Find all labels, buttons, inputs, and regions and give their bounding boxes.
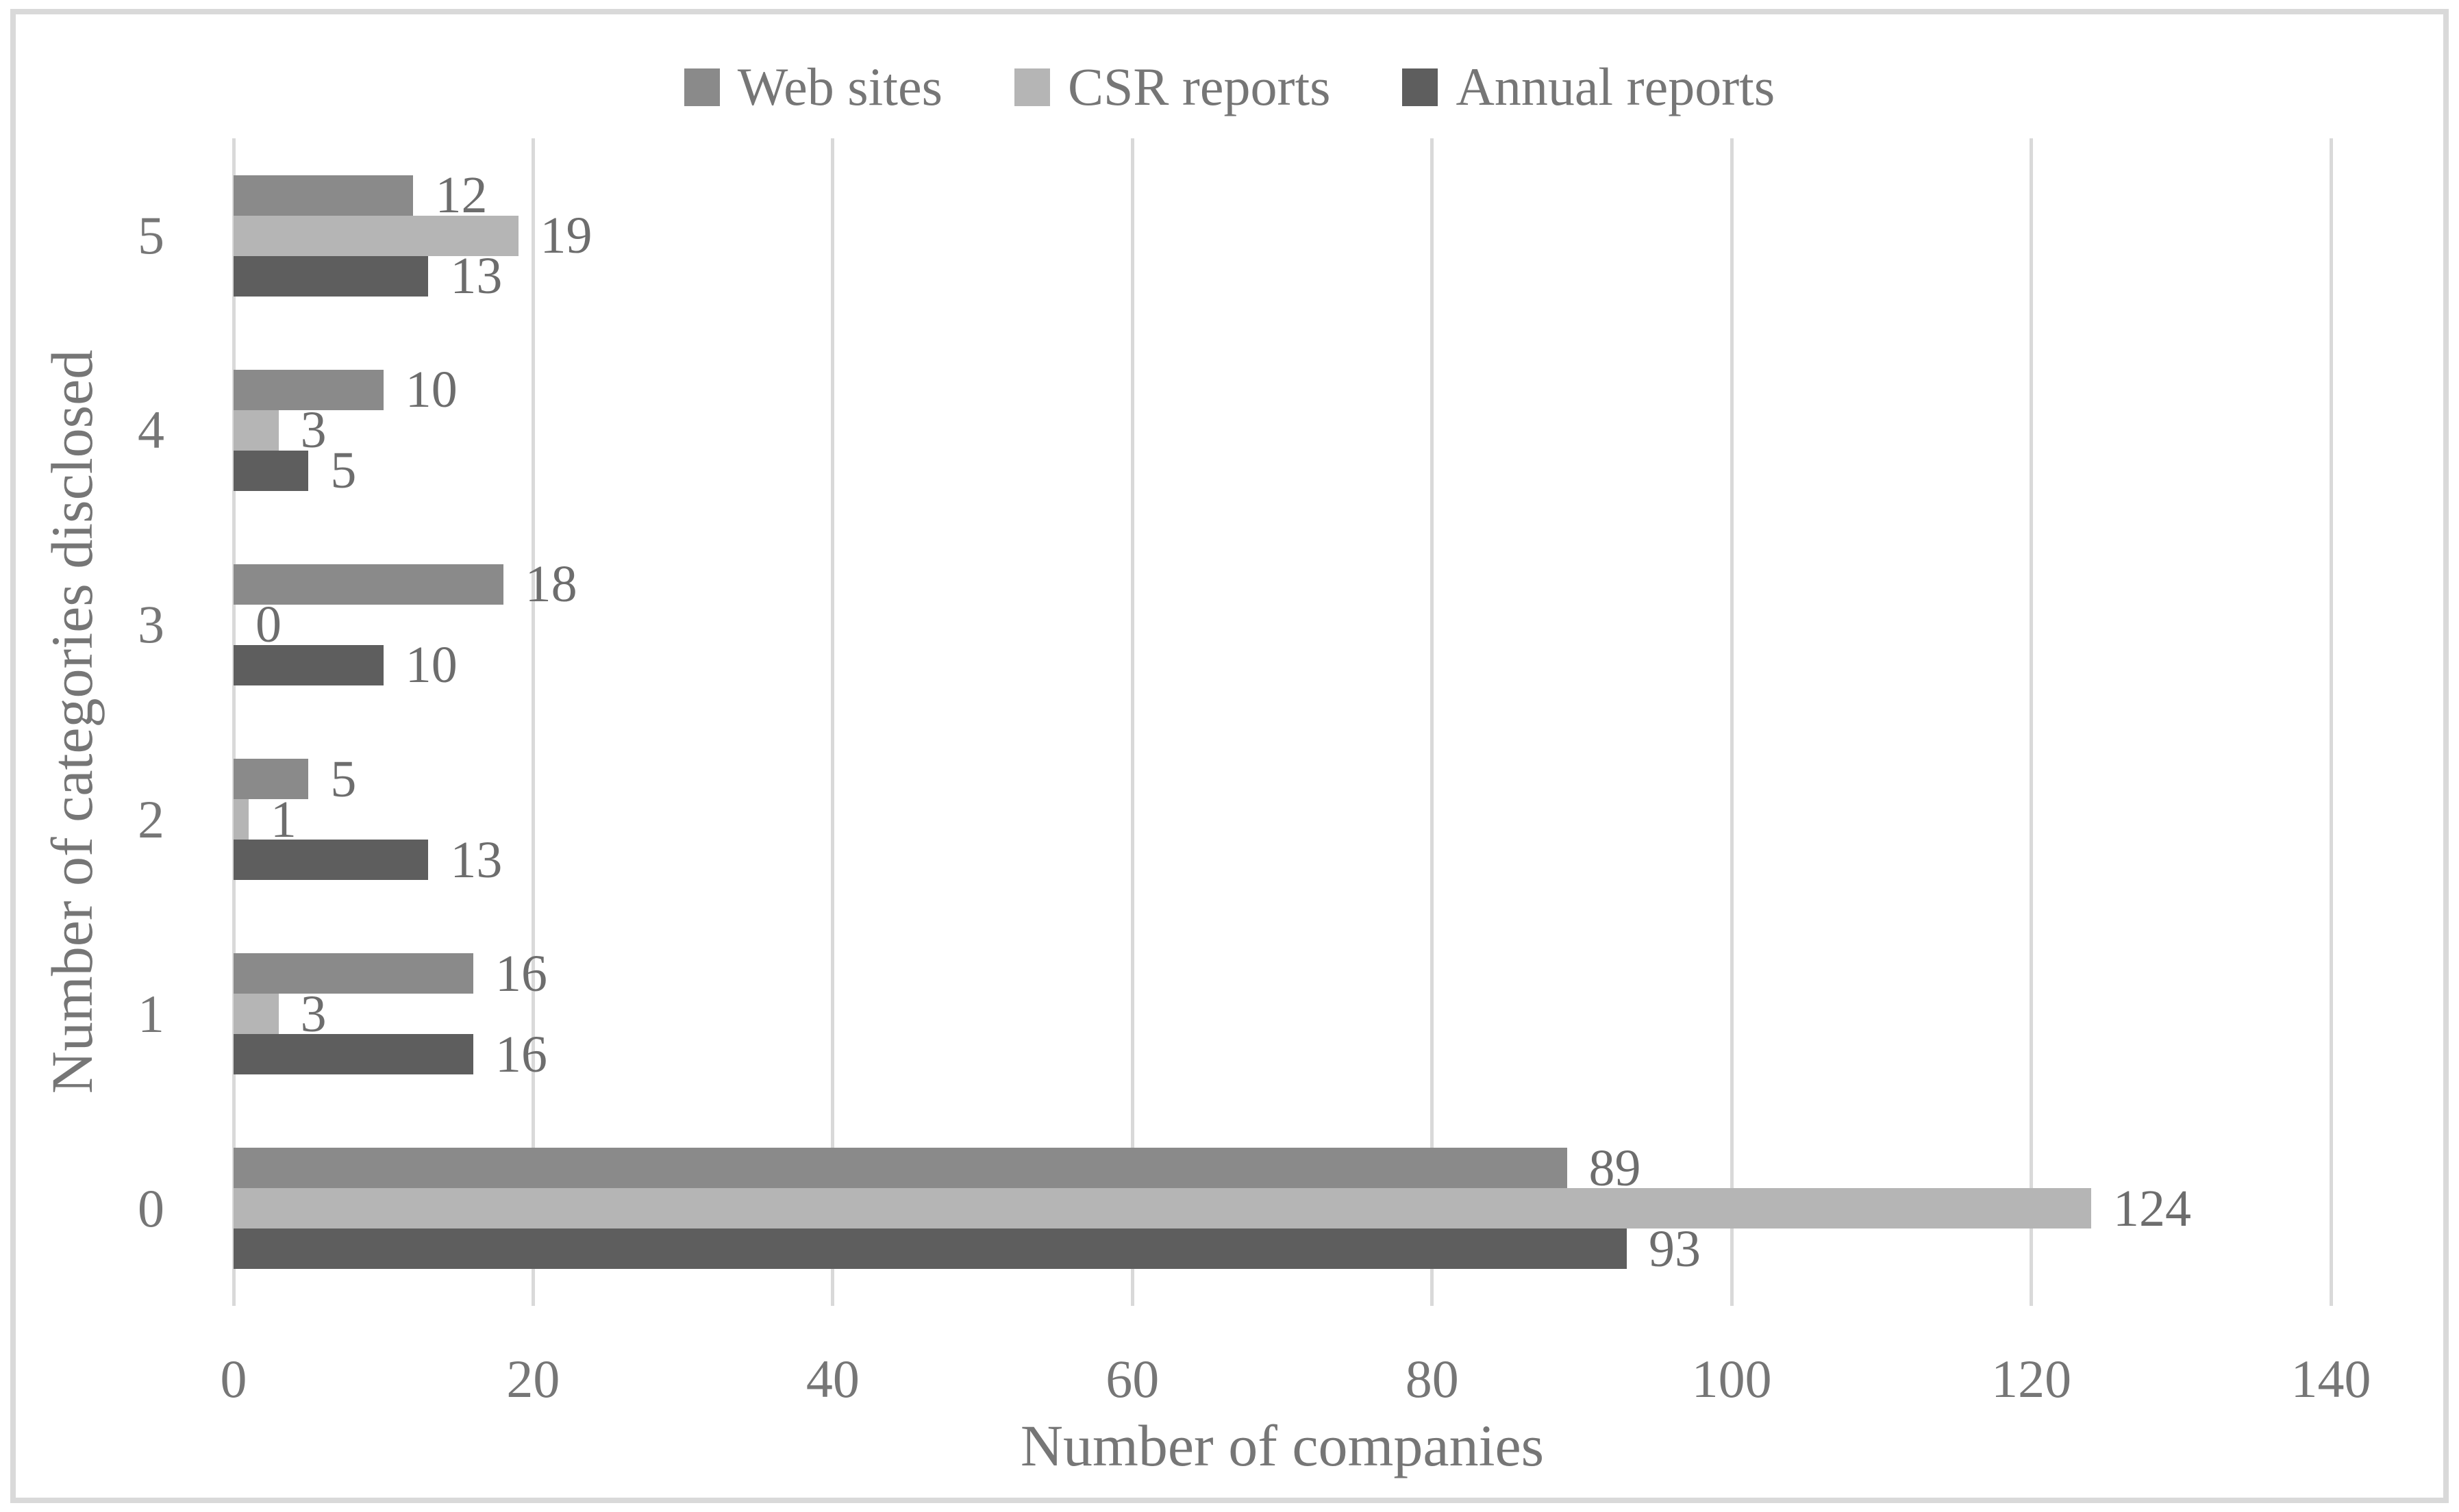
bar-data-label: 93 [1649, 1220, 1701, 1278]
y-axis-title: Number of categories disclosed [39, 349, 105, 1094]
y-tick-label: 4 [138, 400, 164, 460]
legend-swatch-icon [684, 68, 720, 106]
bar-data-label: 5 [330, 750, 357, 808]
y-tick-label: 5 [138, 205, 164, 266]
bar-data-label: 89 [1588, 1139, 1641, 1197]
bar [234, 1188, 2092, 1229]
legend-label: Annual reports [1456, 57, 1775, 116]
gridline [1430, 138, 1434, 1306]
bar [234, 994, 279, 1035]
bar-data-label: 3 [300, 985, 327, 1043]
bar-data-label: 18 [525, 555, 577, 614]
x-tick-label: 40 [806, 1349, 860, 1409]
bar [234, 840, 429, 881]
bar-data-label: 3 [300, 401, 327, 459]
bar-data-label: 10 [405, 636, 458, 694]
bar-data-label: 12 [435, 166, 488, 225]
plot-area: 12 19 13 10 3 5 18 0 10 5 1 13 16 3 16 89 124 93 [232, 138, 2333, 1306]
gridline [1130, 138, 1134, 1306]
legend-item-3: Annual reports [1402, 60, 1775, 114]
bar-data-label: 0 [255, 596, 282, 654]
x-tick-label: 0 [220, 1349, 247, 1409]
bar [234, 799, 249, 840]
x-tick-label: 140 [2291, 1349, 2371, 1409]
bar-data-label: 13 [450, 247, 503, 305]
bar [234, 1228, 1627, 1270]
x-tick-label: 120 [1991, 1349, 2072, 1409]
bar [234, 1148, 1567, 1189]
gridline [232, 138, 236, 1306]
bar-data-label: 16 [495, 944, 547, 1003]
bar [234, 759, 309, 800]
legend-item-1: Web sites [684, 60, 943, 114]
chart-legend: Web sites CSR reports Annual reports [0, 60, 2459, 114]
x-axis-title: Number of companies [1020, 1413, 1545, 1478]
bar [234, 255, 429, 297]
gridline [1730, 138, 1734, 1306]
bar-data-label: 10 [405, 361, 458, 419]
bar [234, 369, 384, 410]
bar-data-label: 19 [540, 207, 592, 265]
legend-label: CSR reports [1067, 57, 1331, 116]
bar-data-label: 124 [2113, 1179, 2192, 1237]
bar [234, 410, 279, 451]
legend-label: Web sites [737, 57, 943, 116]
bar [234, 175, 414, 216]
bar [234, 1034, 473, 1075]
bar-data-label: 16 [495, 1025, 547, 1083]
y-tick-label: 2 [138, 789, 164, 849]
y-tick-label: 0 [138, 1178, 164, 1238]
legend-item-2: CSR reports [1014, 57, 1331, 116]
y-tick-label: 3 [138, 594, 164, 655]
bar [234, 953, 473, 994]
x-tick-label: 60 [1106, 1349, 1160, 1409]
bar-data-label: 1 [270, 790, 297, 848]
bar-data-label: 5 [330, 442, 357, 500]
x-axis-ticks: 0 20 40 60 80 100 120 140 [221, 1349, 2371, 1421]
legend-swatch-icon [1014, 68, 1050, 106]
y-axis-ticks: 5 4 3 2 1 0 [0, 138, 199, 1306]
gridline [831, 138, 835, 1306]
y-tick-label: 1 [138, 983, 164, 1044]
legend-swatch-icon [1402, 68, 1438, 106]
bar [234, 644, 384, 685]
bar [234, 450, 309, 491]
x-tick-label: 20 [506, 1349, 560, 1409]
x-tick-label: 100 [1691, 1349, 1772, 1409]
gridline [2030, 138, 2034, 1306]
bar [234, 215, 519, 256]
bar [234, 564, 503, 605]
gridline [2329, 138, 2333, 1306]
bar-data-label: 13 [450, 831, 503, 889]
x-tick-label: 80 [1405, 1349, 1459, 1409]
gridline [531, 138, 535, 1306]
